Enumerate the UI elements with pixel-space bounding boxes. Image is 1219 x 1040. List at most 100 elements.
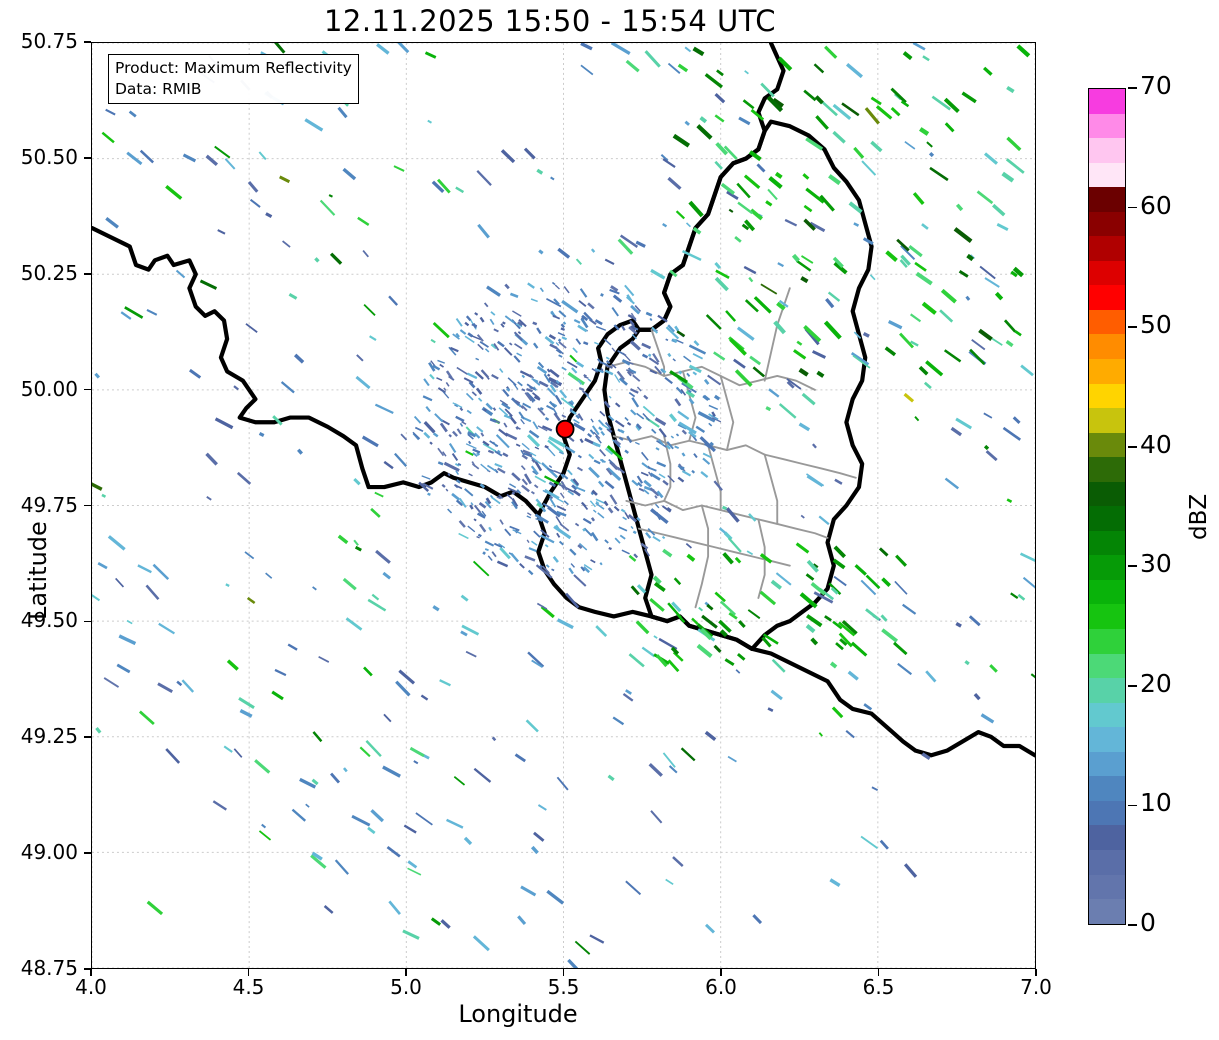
x-tick-label: 6.5 (862, 975, 895, 999)
radar-echo (448, 442, 457, 453)
radar-echo (445, 488, 449, 492)
radar-echo (818, 732, 823, 737)
radar-site-marker[interactable] (555, 419, 575, 439)
radar-echo (714, 92, 726, 104)
radar-echo (828, 174, 841, 186)
radar-echo (616, 370, 625, 381)
radar-echo (572, 347, 578, 354)
radar-echo (423, 431, 431, 439)
radar-echo (549, 495, 554, 499)
radar-echo (667, 659, 680, 673)
radar-echo (353, 539, 359, 546)
radar-echo (641, 646, 656, 658)
radar-echo (618, 526, 628, 532)
radar-echo (702, 452, 712, 459)
radar-echo (806, 559, 819, 573)
radar-echo (605, 356, 610, 360)
radar-echo (514, 343, 523, 350)
radar-echo (703, 394, 711, 401)
radar-echo (458, 520, 466, 528)
radar-echo (1020, 364, 1034, 377)
radar-echo (653, 581, 666, 592)
radar-echo (431, 180, 445, 193)
radar-echo (265, 572, 273, 579)
radar-echo (506, 493, 513, 500)
radar-echo (466, 409, 472, 415)
radar-echo (625, 880, 642, 896)
radar-echo (796, 340, 803, 346)
radar-echo (683, 355, 692, 363)
radar-echo (662, 223, 668, 228)
radar-echo (629, 319, 636, 328)
radar-echo (471, 391, 477, 397)
radar-echo (860, 579, 877, 596)
radar-echo (684, 120, 690, 126)
radar-echo (768, 388, 780, 398)
radar-echo (511, 491, 516, 495)
radar-echo (582, 566, 591, 574)
radar-echo (430, 338, 436, 344)
radar-echo (504, 315, 515, 324)
radar-echo (631, 397, 640, 408)
radar-echo (630, 304, 641, 315)
radar-echo (815, 115, 829, 130)
radar-echo (223, 745, 233, 753)
radar-echo (736, 182, 751, 199)
radar-echo (847, 670, 859, 681)
radar-echo (537, 361, 545, 369)
colorbar-band (1089, 678, 1125, 703)
radar-echo (921, 301, 937, 315)
radar-echo (371, 593, 380, 601)
radar-echo (509, 525, 520, 532)
radar-echo (735, 669, 741, 674)
radar-echo (662, 158, 676, 168)
radar-echo (786, 378, 802, 390)
x-tick-mark (405, 969, 407, 976)
radar-echo (500, 323, 505, 328)
radar-echo (486, 464, 497, 472)
radar-echo (403, 824, 417, 834)
radar-echo (685, 542, 692, 549)
radar-echo (272, 415, 283, 426)
radar-echo (480, 463, 490, 472)
radar-echo (465, 392, 474, 401)
radar-echo (548, 435, 566, 448)
radar-echo (672, 651, 684, 662)
radar-echo (544, 544, 549, 548)
radar-echo (556, 532, 561, 538)
map-plot-area[interactable] (91, 42, 1036, 969)
radar-echo (527, 512, 532, 516)
radar-echo (613, 324, 620, 331)
radar-echo (556, 776, 569, 791)
radar-echo (832, 620, 843, 630)
radar-echo (580, 64, 594, 76)
radar-echo (661, 535, 666, 540)
x-tick-mark (90, 969, 92, 976)
y-tick-label: 49.75 (20, 492, 78, 517)
radar-echo (838, 621, 856, 637)
radar-echo (476, 334, 484, 342)
radar-echo (691, 469, 696, 474)
radar-echo (388, 295, 399, 306)
radar-echo (723, 531, 733, 541)
radar-echo (613, 505, 620, 512)
radar-echo (314, 257, 320, 263)
radar-echo (116, 663, 131, 674)
radar-echo (363, 304, 376, 316)
radar-echo (526, 392, 536, 402)
radar-echo (652, 575, 662, 585)
radar-echo (369, 335, 377, 341)
radar-echo (658, 473, 666, 479)
radar-echo (966, 253, 974, 262)
radar-echo (798, 422, 811, 432)
radar-echo (628, 326, 638, 335)
radar-echo (126, 619, 133, 625)
radar-echo (649, 317, 653, 322)
radar-echo (455, 470, 460, 475)
radar-echo (152, 563, 170, 581)
radar-echo (437, 387, 446, 394)
radar-echo (561, 299, 579, 314)
radar-echo (865, 574, 881, 590)
region-border (694, 504, 710, 609)
radar-echo (704, 73, 723, 89)
